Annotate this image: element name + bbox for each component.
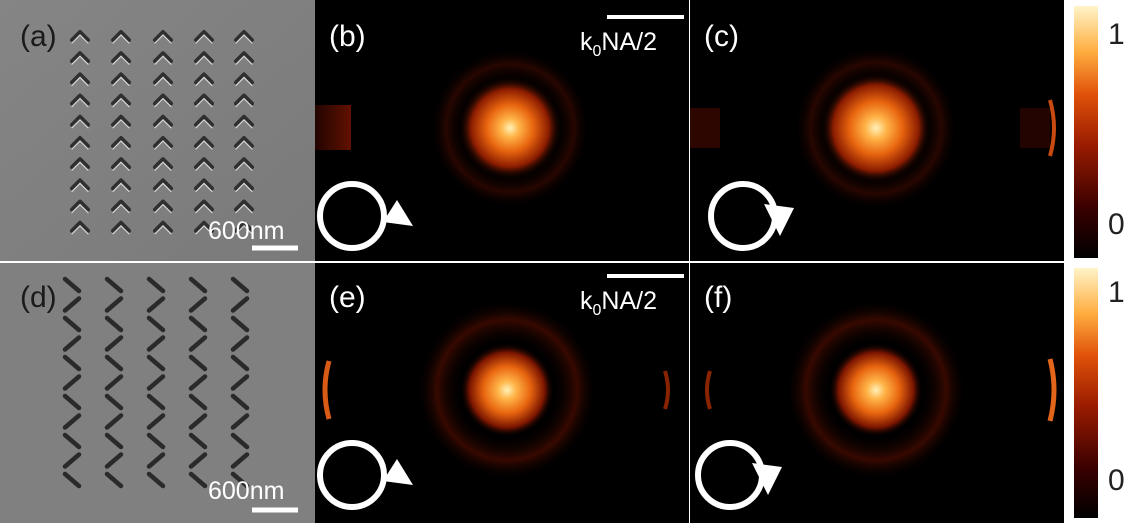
side-lobe-right xyxy=(1047,358,1057,422)
sem-rod-array xyxy=(0,263,315,523)
panel-label-a: (a) xyxy=(20,20,57,53)
side-lobe-left xyxy=(705,370,712,410)
zero-order-spot xyxy=(829,343,923,437)
colorbar-bottom-min: 0 xyxy=(1108,464,1125,497)
fourier-image-f: (f) xyxy=(690,263,1064,523)
zero-order-spot xyxy=(821,73,931,183)
sem-image-a: (a) 600nm xyxy=(0,0,315,261)
k-scale-text-b: k0NA/2 xyxy=(580,28,657,60)
panel-label-e: (e) xyxy=(329,281,366,314)
fourier-image-e: (e) k0NA/2 xyxy=(315,263,689,523)
colorbar-top-min: 0 xyxy=(1108,208,1125,241)
sem-scale-text-d: 600nm xyxy=(208,477,285,505)
circular-polarization-arrow xyxy=(708,181,794,251)
colorbar-top xyxy=(1074,6,1098,258)
k-scale-text-e: k0NA/2 xyxy=(580,287,657,319)
side-lobe-right xyxy=(1048,99,1056,157)
zero-order-spot xyxy=(460,343,554,437)
panel-label-d: (d) xyxy=(20,281,57,314)
side-lobe-left xyxy=(690,108,720,148)
side-lobe-left xyxy=(322,360,332,420)
sem-chevron-array xyxy=(0,0,315,261)
colorbar-bottom-max: 1 xyxy=(1108,276,1125,309)
sem-image-d: (d) 600nm xyxy=(0,263,315,523)
circular-polarization-arrow xyxy=(317,181,413,251)
side-lobe-right xyxy=(663,370,670,410)
fourier-image-b: (b) k0NA/2 xyxy=(315,0,689,261)
circular-polarization-arrow xyxy=(695,440,782,510)
panel-label-b: (b) xyxy=(329,20,366,53)
sem-scale-text-a: 600nm xyxy=(208,217,285,245)
fourier-image-c: (c) xyxy=(690,0,1064,261)
circular-polarization-arrow xyxy=(317,440,413,510)
side-lobe-left xyxy=(315,105,351,150)
panel-label-f: (f) xyxy=(704,281,733,314)
panel-label-c: (c) xyxy=(704,20,739,53)
colorbar-bottom xyxy=(1074,268,1098,518)
zero-order-spot xyxy=(458,76,562,180)
colorbar-top-max: 1 xyxy=(1108,18,1125,51)
